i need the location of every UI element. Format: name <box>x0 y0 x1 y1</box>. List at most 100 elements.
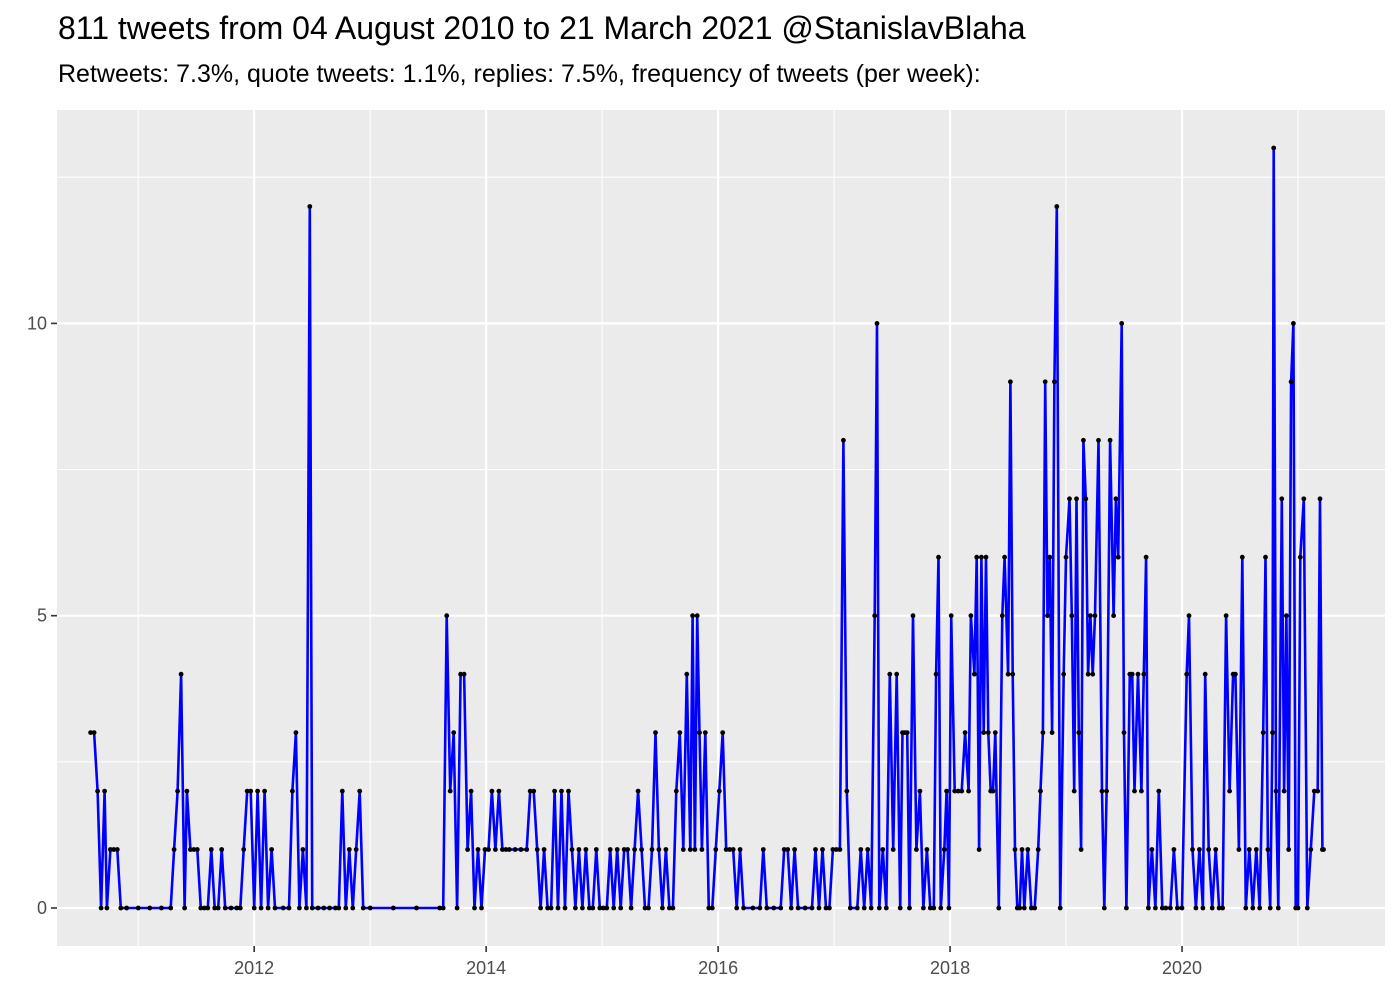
data-point <box>649 847 655 852</box>
data-point <box>734 905 740 911</box>
data-point <box>300 847 306 852</box>
data-point <box>635 788 641 794</box>
data-point <box>1135 671 1141 677</box>
data-point <box>684 671 690 677</box>
data-point <box>248 788 254 794</box>
data-point <box>614 847 620 852</box>
data-point <box>880 847 886 852</box>
data-point <box>737 847 743 852</box>
data-point <box>178 671 184 677</box>
data-point <box>1209 905 1215 911</box>
data-point <box>587 905 592 911</box>
data-point <box>1139 788 1144 794</box>
data-point <box>1069 613 1075 619</box>
data-point <box>628 905 634 911</box>
data-point <box>999 613 1005 619</box>
data-point <box>781 847 787 852</box>
data-point <box>653 730 658 735</box>
data-point <box>990 788 996 794</box>
data-point <box>486 847 491 852</box>
data-point <box>1233 671 1238 677</box>
data-point <box>566 788 571 794</box>
data-point <box>713 847 719 852</box>
data-point <box>1107 437 1113 443</box>
data-point <box>914 847 919 852</box>
data-point <box>1121 730 1127 735</box>
data-point <box>1304 905 1310 911</box>
data-point <box>336 905 342 911</box>
data-point <box>1042 379 1048 385</box>
data-points <box>88 145 1326 911</box>
data-point <box>1236 847 1242 852</box>
x-tick-label: 2012 <box>234 958 274 978</box>
data-point <box>234 905 240 911</box>
data-point <box>827 905 832 911</box>
data-point <box>1141 671 1147 677</box>
data-point <box>1202 671 1208 677</box>
data-point <box>952 788 958 794</box>
data-point <box>677 730 683 735</box>
data-point <box>576 847 582 852</box>
data-point <box>1291 321 1296 326</box>
data-point <box>1012 847 1018 852</box>
data-point <box>108 847 113 852</box>
data-point <box>1315 788 1321 794</box>
data-point <box>194 847 200 852</box>
data-point <box>114 847 120 852</box>
data-point <box>642 905 648 911</box>
data-point <box>778 905 784 911</box>
data-point <box>447 788 453 794</box>
data-point <box>1099 788 1105 794</box>
data-point <box>1288 379 1294 385</box>
data-point <box>437 905 443 911</box>
data-point <box>444 613 450 619</box>
data-point <box>771 905 777 911</box>
data-point <box>1275 905 1281 911</box>
data-point <box>854 905 860 911</box>
data-point <box>1171 847 1177 852</box>
data-point <box>1040 730 1046 735</box>
data-point <box>1085 671 1091 677</box>
data-point <box>339 788 345 794</box>
data-point <box>844 788 850 794</box>
data-point <box>792 847 797 852</box>
data-point <box>948 613 954 619</box>
data-point <box>944 788 949 794</box>
data-point <box>1301 496 1307 502</box>
data-point <box>353 847 359 852</box>
data-point <box>182 905 188 911</box>
data-point <box>482 847 488 852</box>
data-point <box>611 905 617 911</box>
data-point <box>1063 554 1069 560</box>
data-point <box>690 613 695 619</box>
data-point <box>191 847 197 852</box>
data-point <box>809 905 815 911</box>
data-point <box>621 847 627 852</box>
data-point <box>1250 905 1256 911</box>
data-point <box>1124 905 1129 911</box>
data-point <box>968 613 974 619</box>
data-point <box>95 788 100 794</box>
data-point <box>262 788 267 794</box>
data-point <box>124 905 129 911</box>
data-point <box>545 905 550 911</box>
data-point <box>1017 905 1023 911</box>
data-point <box>1260 730 1266 735</box>
x-tick-label: 2014 <box>466 958 506 978</box>
data-point <box>538 905 543 911</box>
data-point <box>475 847 481 852</box>
data-point <box>98 905 104 911</box>
data-point <box>1002 554 1007 560</box>
data-point <box>632 847 637 852</box>
data-point <box>228 905 234 911</box>
data-point <box>1163 905 1169 911</box>
data-point <box>992 730 998 735</box>
data-point <box>580 905 585 911</box>
data-point <box>897 905 903 911</box>
data-point <box>1049 730 1055 735</box>
data-point <box>985 730 991 735</box>
data-point <box>343 905 349 911</box>
data-point <box>858 847 864 852</box>
data-point <box>255 788 260 794</box>
data-point <box>201 905 207 911</box>
